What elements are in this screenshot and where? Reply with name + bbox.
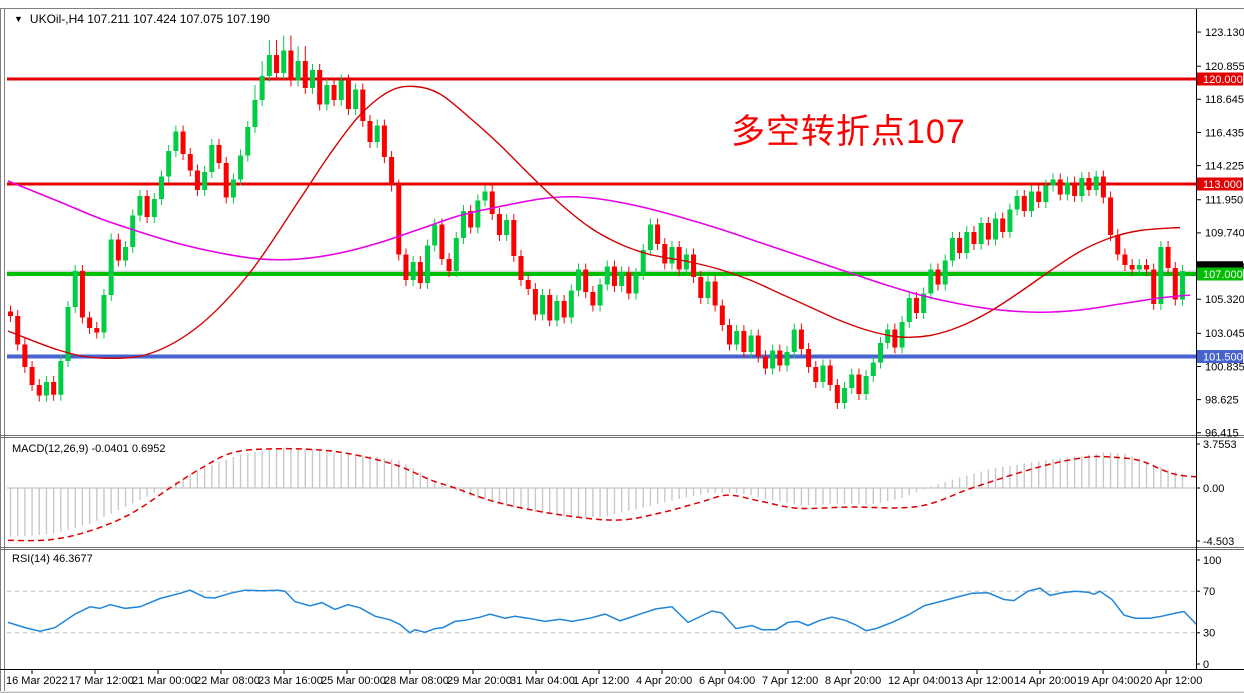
- rsi-axis-label: 0: [1203, 659, 1209, 671]
- rsi-line: [7, 587, 1196, 634]
- macd-axis-label: 0.00: [1203, 483, 1224, 495]
- time-label: 13 Apr 12:00: [951, 675, 1013, 687]
- time-label: 21 Mar 00:00: [132, 675, 197, 687]
- symbol-dropdown-icon[interactable]: ▼: [14, 14, 23, 24]
- svg-text:96.415: 96.415: [1205, 428, 1239, 440]
- symbol-title: UKOil-,H4 107.211 107.424 107.075 107.19…: [29, 12, 270, 26]
- time-label: 16 Mar 2022: [6, 675, 68, 687]
- macd-axis-label: -4.503: [1203, 536, 1234, 548]
- time-label: 8 Apr 20:00: [825, 675, 881, 687]
- rsi-pane[interactable]: [7, 587, 1236, 634]
- time-label: 23 Mar 16:00: [258, 675, 323, 687]
- ma-fast-line: [7, 85, 1181, 359]
- time-label: 31 Mar 04:00: [510, 675, 575, 687]
- time-label: 6 Apr 04:00: [699, 675, 755, 687]
- time-label: 14 Apr 20:00: [1014, 675, 1076, 687]
- macd-pane[interactable]: [7, 447, 1230, 542]
- svg-text:109.740: 109.740: [1205, 228, 1244, 240]
- time-label: 20 Apr 12:00: [1140, 675, 1202, 687]
- ma-slow-line: [7, 180, 1191, 314]
- svg-text:116.435: 116.435: [1205, 127, 1244, 139]
- macd-histogram: [9, 447, 1184, 537]
- price-badge-120.000: 120.000: [1197, 72, 1243, 86]
- rsi-axis-label: 100: [1203, 555, 1221, 567]
- price-badge-101.500: 101.500: [1197, 350, 1243, 364]
- time-label: 19 Apr 04:00: [1077, 675, 1139, 687]
- time-label: 17 Mar 12:00: [69, 675, 134, 687]
- time-label: 7 Apr 12:00: [762, 675, 818, 687]
- time-label: 29 Mar 20:00: [447, 675, 512, 687]
- svg-text:113.000: 113.000: [1203, 179, 1242, 191]
- svg-text:123.130: 123.130: [1205, 27, 1244, 39]
- svg-text:111.950: 111.950: [1205, 195, 1243, 207]
- rsi-indicator-label: RSI(14) 46.3677: [12, 553, 93, 565]
- macd-axis-label: 3.7553: [1203, 439, 1237, 451]
- macd-indicator-label: MACD(12,26,9) -0.0401 0.6952: [12, 443, 166, 455]
- time-label: 12 Apr 04:00: [888, 675, 950, 687]
- time-label: 1 Apr 12:00: [573, 675, 629, 687]
- chart-text-annotation: 多空转折点107: [731, 113, 966, 151]
- svg-text:100.835: 100.835: [1205, 361, 1244, 373]
- price-badge-113.000: 113.000: [1197, 177, 1243, 191]
- rsi-axis-label: 30: [1203, 628, 1215, 640]
- price-axis[interactable]: 123.130 120.855 118.645 116.435 114.225 111.9…: [1196, 27, 1244, 440]
- svg-text:107.000: 107.000: [1203, 269, 1243, 281]
- svg-text:120.855: 120.855: [1205, 61, 1244, 73]
- svg-text:114.225: 114.225: [1205, 160, 1244, 172]
- svg-text:101.500: 101.500: [1203, 352, 1243, 364]
- time-label: 25 Mar 00:00: [321, 675, 386, 687]
- candles-layer: [8, 35, 1185, 409]
- time-label: 22 Mar 08:00: [195, 675, 260, 687]
- main-price-pane[interactable]: [7, 35, 1196, 410]
- svg-text:120.000: 120.000: [1203, 74, 1243, 86]
- svg-text:105.320: 105.320: [1205, 294, 1244, 306]
- time-label: 4 Apr 20:00: [636, 675, 692, 687]
- chart-title-bar[interactable]: ▼ UKOil-,H4 107.211 107.424 107.075 107.…: [14, 12, 270, 26]
- svg-text:103.045: 103.045: [1205, 328, 1244, 340]
- svg-text:118.645: 118.645: [1205, 94, 1244, 106]
- svg-text:98.625: 98.625: [1205, 394, 1239, 406]
- price-badge-107.000: 107.000: [1197, 267, 1243, 281]
- rsi-axis-label: 70: [1203, 586, 1215, 598]
- macd-signal-line: [7, 447, 1196, 542]
- time-label: 28 Mar 08:00: [384, 675, 449, 687]
